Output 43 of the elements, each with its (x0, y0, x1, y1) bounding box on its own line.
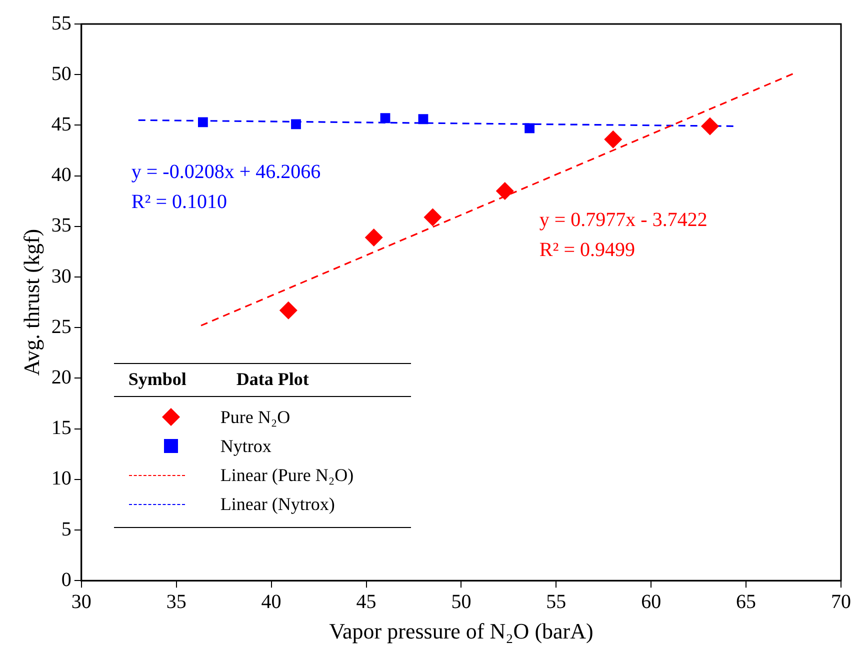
x-tick-label: 65 (736, 590, 756, 613)
x-tick-label: 60 (641, 590, 662, 613)
point (279, 301, 298, 320)
point (418, 114, 428, 124)
y-axis-title: Avg. thrust (kgf) (18, 228, 44, 376)
point (524, 123, 535, 134)
y-tick-label: 5 (61, 518, 72, 540)
annotation: y = 0.7977x - 3.7422 (539, 209, 708, 231)
point (198, 117, 208, 128)
x-axis-title: Vapor pressure of N₂O (barA) (329, 618, 594, 644)
point (424, 208, 442, 226)
y-tick-label: 40 (51, 164, 72, 186)
legend-title: Symbol (127, 368, 188, 392)
point (496, 182, 514, 200)
point (291, 119, 301, 130)
y-tick-label: 55 (51, 12, 72, 34)
x-tick-label: 55 (546, 590, 566, 613)
y-tick-label: 0 (61, 568, 72, 591)
annotation: R² = 0.1010 (131, 191, 228, 213)
legend-label: Linear (Nytrox) (219, 494, 335, 515)
x-tick-label: 50 (451, 590, 472, 613)
y-tick-label: 25 (51, 316, 72, 338)
point (380, 113, 390, 124)
y-tick-label: 35 (51, 214, 72, 237)
y-tick-label: 10 (51, 468, 72, 490)
y-tick-label: 50 (51, 62, 72, 85)
x-tick-label: 35 (166, 590, 186, 613)
point (604, 130, 622, 148)
annotation: Data Plot (235, 369, 309, 390)
y-tick-label: 20 (51, 366, 72, 388)
annotation: R² = 0.9499 (539, 239, 636, 261)
legend-label: Nytrox (219, 436, 272, 457)
y-tick-label: 45 (51, 113, 72, 136)
point (700, 117, 719, 136)
x-tick-label: 70 (831, 590, 851, 613)
legend-label: Pure N₂O (219, 406, 290, 428)
y-tick-label: 30 (51, 265, 72, 288)
x-tick-label: 40 (261, 590, 282, 613)
legend-label: Linear (Pure N₂O) (219, 464, 354, 486)
point (364, 228, 383, 247)
x-tick-label: 45 (356, 590, 376, 613)
annotation: y = -0.0208x + 46.2066 (131, 161, 321, 183)
y-tick-label: 15 (51, 417, 72, 440)
